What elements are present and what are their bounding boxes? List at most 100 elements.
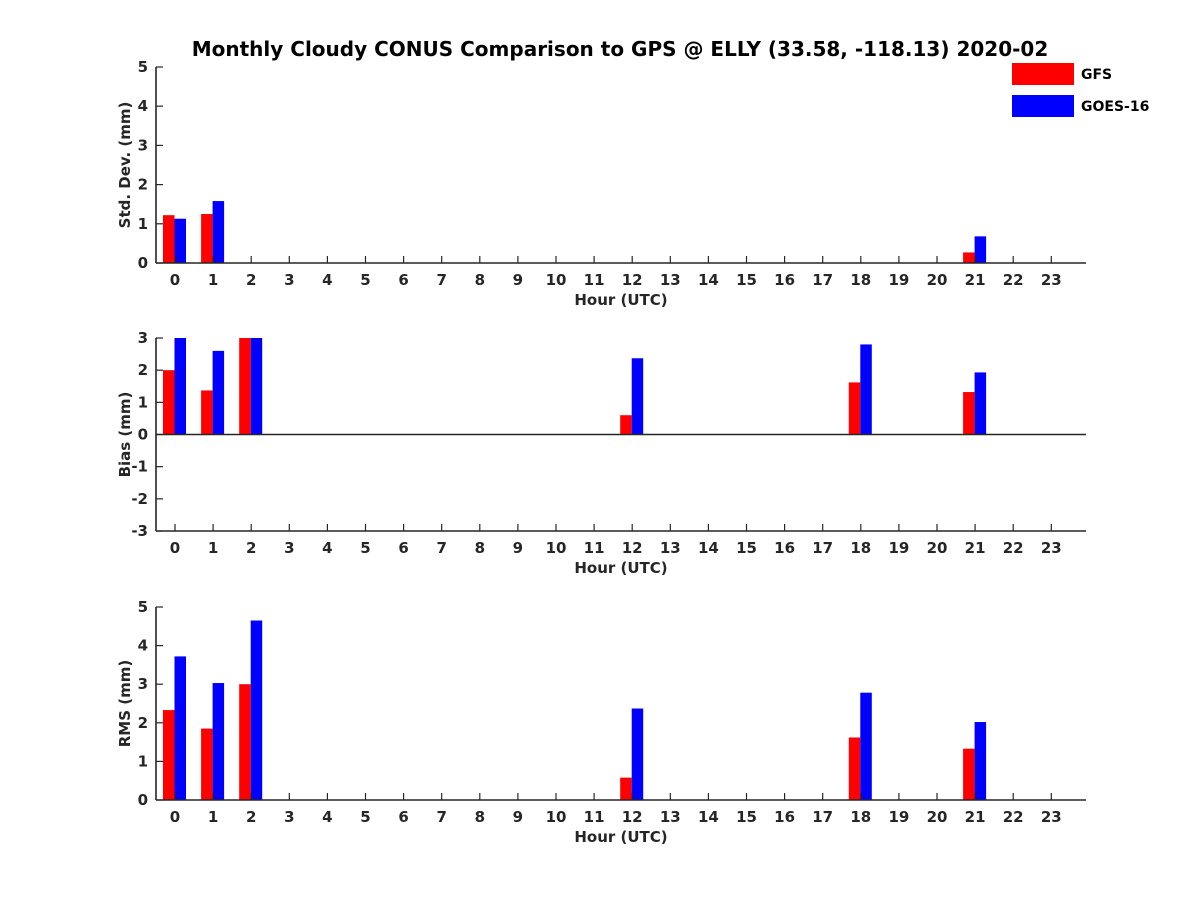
bias-bar-goes-16-h1 [212,350,225,435]
std-x-axis-label: Hour (UTC) [574,291,667,309]
std-bar-gfs-h21 [963,252,975,263]
rms-bar-gfs-h18 [848,737,861,800]
rms-xtick-label: 21 [965,808,986,826]
std-ytick-label: 5 [138,58,148,76]
rms-bar-goes-16-h1 [212,683,225,800]
rms-xtick-label: 20 [927,808,948,826]
std-xtick-label: 10 [546,271,567,289]
rms-bar-gfs-h0 [163,710,175,800]
rms-bar-goes-16-h0 [174,656,186,800]
std-ytick-label: 4 [138,97,148,115]
std-y-axis-label: Std. Dev. (mm) [116,102,134,229]
rms-xtick-label: 15 [736,808,757,826]
std-xtick-label: 22 [1003,271,1024,289]
std-xtick-label: 14 [698,271,719,289]
rms-xtick-label: 19 [888,808,909,826]
rms-xtick-label: 8 [475,808,485,826]
rms-bar-goes-16-h18 [860,692,872,800]
std-xtick-label: 23 [1041,271,1062,289]
std-xtick-label: 5 [360,271,370,289]
bias-x-axis-label: Hour (UTC) [574,559,667,577]
std-bar-goes-16-h21 [974,236,987,263]
bias-xtick-label: 8 [475,539,485,557]
bias-bar-goes-16-h2 [250,338,263,435]
rms-xtick-label: 2 [246,808,256,826]
rms-xtick-label: 22 [1003,808,1024,826]
std-xtick-label: 11 [584,271,605,289]
rms-xtick-label: 10 [546,808,567,826]
std-bar-gfs-h0 [163,215,175,263]
std-xtick-label: 3 [284,271,294,289]
rms-ytick-label: 0 [138,791,148,809]
std-xtick-label: 9 [513,271,523,289]
std-xtick-label: 20 [927,271,948,289]
bias-xtick-label: 14 [698,539,719,557]
std-xtick-label: 19 [888,271,909,289]
bias-xtick-label: 23 [1041,539,1062,557]
std-bar-goes-16-h0 [174,218,186,263]
bias-xtick-label: 13 [660,539,681,557]
rms-ytick-label: 2 [138,714,148,732]
std-bar-gfs-h1 [201,214,213,263]
std-ytick-label: 1 [138,215,148,233]
std-xtick-label: 13 [660,271,681,289]
rms-bar-goes-16-h12 [631,708,644,800]
rms-xtick-label: 18 [850,808,871,826]
bias-xtick-label: 12 [622,539,643,557]
rms-xtick-label: 12 [622,808,643,826]
bias-bar-gfs-h21 [963,392,975,435]
rms-ytick-label: 3 [138,675,148,693]
legend-label-gfs: GFS [1081,67,1112,83]
rms-xtick-label: 16 [774,808,795,826]
std-xtick-label: 12 [622,271,643,289]
std-xtick-label: 21 [965,271,986,289]
bias-xtick-label: 3 [284,539,294,557]
bias-ytick-label: -1 [131,458,148,476]
bias-bar-goes-16-h18 [860,344,872,435]
bias-bar-goes-16-h21 [974,372,987,435]
bias-ytick-label: 3 [138,329,148,347]
bias-xtick-label: 22 [1003,539,1024,557]
rms-x-axis-label: Hour (UTC) [574,828,667,846]
rms-xtick-label: 0 [170,808,180,826]
bias-bar-gfs-h0 [163,370,175,435]
std-xtick-label: 15 [736,271,757,289]
bias-xtick-label: 17 [812,539,833,557]
bias-ytick-label: 0 [138,426,148,444]
bias-bar-gfs-h18 [848,382,861,435]
bias-xtick-label: 16 [774,539,795,557]
legend-label-goes-16: GOES-16 [1081,99,1149,115]
rms-xtick-label: 4 [322,808,332,826]
bias-xtick-label: 6 [398,539,408,557]
bias-xtick-label: 10 [546,539,567,557]
rms-bar-goes-16-h21 [974,722,987,800]
bias-bar-gfs-h12 [620,415,632,435]
std-ytick-label: 0 [138,254,148,272]
bias-ytick-label: -2 [131,490,148,508]
std-xtick-label: 4 [322,271,332,289]
bias-bar-goes-16-h12 [631,358,644,435]
legend-swatch-goes-16 [1012,95,1074,117]
legend-swatch-gfs [1012,63,1074,85]
bias-xtick-label: 5 [360,539,370,557]
bias-bar-gfs-h1 [201,390,213,435]
std-xtick-label: 2 [246,271,256,289]
rms-xtick-label: 3 [284,808,294,826]
bias-xtick-label: 7 [436,539,446,557]
rms-xtick-label: 7 [436,808,446,826]
rms-xtick-label: 11 [584,808,605,826]
chart-title: Monthly Cloudy CONUS Comparison to GPS @… [192,37,1049,61]
bias-xtick-label: 11 [584,539,605,557]
rms-xtick-label: 9 [513,808,523,826]
bias-ytick-label: -3 [131,522,148,540]
std-bar-goes-16-h1 [212,201,225,263]
rms-xtick-label: 17 [812,808,833,826]
bias-xtick-label: 9 [513,539,523,557]
bias-xtick-label: 21 [965,539,986,557]
bias-bar-goes-16-h0 [174,338,186,435]
rms-xtick-label: 13 [660,808,681,826]
rms-ytick-label: 4 [138,637,148,655]
rms-bar-gfs-h2 [239,684,251,800]
rms-bar-goes-16-h2 [250,620,263,800]
